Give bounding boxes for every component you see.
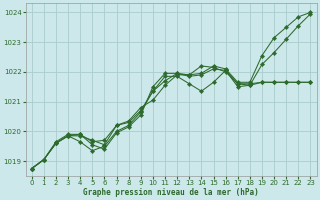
X-axis label: Graphe pression niveau de la mer (hPa): Graphe pression niveau de la mer (hPa) — [83, 188, 259, 197]
